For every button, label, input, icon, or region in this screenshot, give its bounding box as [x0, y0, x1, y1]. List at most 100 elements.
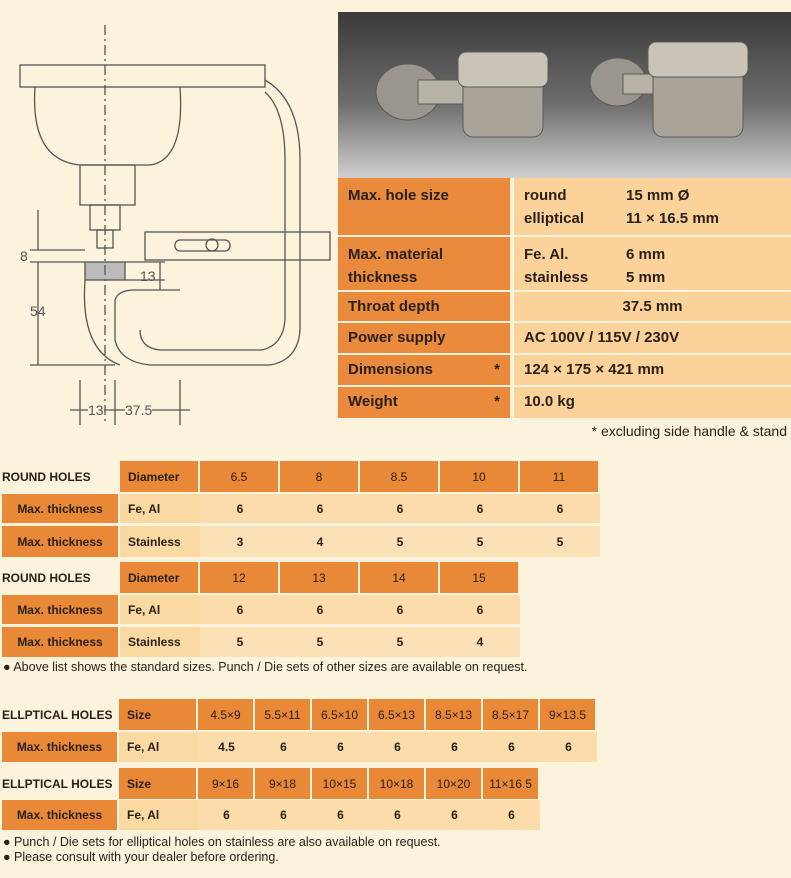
table-cell: 5 [200, 627, 280, 657]
table-header-label: Size [119, 699, 196, 730]
table-title: ROUND HOLES [2, 470, 91, 484]
dimension-13-horizontal: 13 [88, 402, 104, 418]
row-material: Stainless [120, 526, 200, 557]
spec-label: Throat depth [338, 292, 510, 321]
table-column-header: 10×18 [369, 768, 424, 799]
table-cell: 5 [520, 526, 600, 557]
spec-label: Power supply [338, 323, 510, 353]
table-column-header: 11×16.5 [483, 768, 538, 799]
table-cell: 6 [426, 800, 483, 830]
table-column-header: 9×18 [255, 768, 310, 799]
table-title: ROUND HOLES [2, 571, 91, 585]
table-cell: 6 [369, 732, 426, 762]
spec-label-text: Throat depth [348, 298, 440, 315]
table-column-header: 8.5×13 [426, 699, 481, 730]
row-material: Fe, Al [120, 595, 200, 624]
table-cell: 5 [360, 526, 440, 557]
table-cell: 6 [426, 732, 483, 762]
dimension-37-5: 37.5 [125, 402, 153, 418]
spec-row: Power supply AC 100V / 115V / 230V [338, 323, 791, 353]
table-cell: 5 [440, 526, 520, 557]
table-cell: 4 [280, 526, 360, 557]
table-cell: 6 [312, 732, 369, 762]
spec-value-text: 124 × 175 × 421 mm [524, 361, 665, 378]
spec-value-line: Fe. Al. 6 mm [524, 243, 781, 266]
spec-label-text: Weight [348, 393, 398, 410]
spec-value-amount: 6 mm [626, 246, 666, 263]
table-cell: 6 [360, 494, 440, 523]
dimension-54: 54 [30, 303, 46, 319]
spec-value: 124 × 175 × 421 mm [514, 355, 791, 385]
spec-label-text: Dimensions [348, 361, 434, 378]
row-material: Fe, Al [119, 732, 198, 762]
row-material: Fe, Al [120, 494, 200, 523]
table-cell: 6 [312, 800, 369, 830]
table-cell: 6 [483, 800, 540, 830]
elliptical-note-1: ● Punch / Die sets for elliptical holes … [3, 835, 441, 849]
spec-label: Dimensions * [338, 355, 510, 385]
spec-value-text: 10.0 kg [524, 393, 575, 410]
table-cell: 6 [483, 732, 540, 762]
row-label: Max. thickness [2, 732, 117, 762]
spec-value-key: elliptical [524, 210, 585, 227]
table-column-header: 14 [360, 562, 438, 593]
spec-value-line: stainless 5 mm [524, 266, 781, 289]
table-column-header: 11 [520, 461, 598, 492]
table-column-header: 6.5×13 [369, 699, 424, 730]
table-cell: 6 [255, 800, 312, 830]
table-cell: 5 [360, 627, 440, 657]
table-cell: 6 [200, 595, 280, 624]
table-column-header: 4.5×9 [198, 699, 253, 730]
table-cell: 6 [360, 595, 440, 624]
dimension-8: 8 [20, 248, 28, 264]
spec-value-text: 37.5 mm [622, 298, 683, 315]
table-cell: 6 [255, 732, 312, 762]
table-cell: 6 [280, 595, 360, 624]
table-title: ELLPTICAL HOLES [2, 708, 113, 722]
table-cell: 6 [200, 494, 280, 523]
row-label: Max. thickness [2, 526, 118, 557]
table-column-header: 6.5×10 [312, 699, 367, 730]
table-column-header: 10 [440, 461, 518, 492]
spec-row: Weight * 10.0 kg [338, 387, 791, 418]
table-header-label: Size [119, 768, 196, 799]
table-title: ELLPTICAL HOLES [2, 777, 113, 791]
punch-die-photo [338, 12, 791, 178]
table-cell: 6 [280, 494, 360, 523]
elliptical-note-2: ● Please consult with your dealer before… [3, 850, 279, 864]
row-material: Fe, Al [119, 800, 198, 830]
table-header-label: Diameter [120, 562, 198, 593]
spec-value: Fe. Al. 6 mm stainless 5 mm [514, 237, 791, 290]
table-column-header: 13 [280, 562, 358, 593]
table-cell: 5 [280, 627, 360, 657]
table-cell: 6 [369, 800, 426, 830]
table-column-header: 8.5 [360, 461, 438, 492]
table-column-header: 15 [440, 562, 518, 593]
table-column-header: 8.5×17 [483, 699, 538, 730]
spec-label-text: Max. hole size [348, 187, 449, 204]
table-column-header: 5.5×11 [255, 699, 310, 730]
table-column-header: 12 [200, 562, 278, 593]
spec-value-key: stainless [524, 269, 589, 286]
table-column-header: 9×16 [198, 768, 253, 799]
row-label: Max. thickness [2, 595, 118, 624]
spec-label: Weight * [338, 387, 510, 418]
table-cell: 4.5 [198, 732, 255, 762]
spec-value: 10.0 kg [514, 387, 791, 418]
spec-label-text: Power supply [348, 329, 446, 346]
table-cell: 6 [440, 494, 520, 523]
table-cell: 6 [520, 494, 600, 523]
spec-value-key: Fe. Al. [524, 246, 569, 263]
spec-value-text: AC 100V / 115V / 230V [524, 329, 680, 346]
spec-value-amount: 15 mm Ø [626, 187, 690, 204]
spec-asterisk: * [494, 361, 500, 378]
row-label: Max. thickness [2, 494, 118, 523]
table-cell: 4 [440, 627, 520, 657]
row-material: Stainless [120, 627, 200, 657]
spec-row: Dimensions * 124 × 175 × 421 mm [338, 355, 791, 385]
table-cell: 6 [198, 800, 255, 830]
spec-value-key: round [524, 187, 567, 204]
spec-row: Throat depth 37.5 mm [338, 292, 791, 321]
spec-value-amount: 5 mm [626, 269, 666, 286]
round-holes-note: ● Above list shows the standard sizes. P… [3, 660, 528, 674]
